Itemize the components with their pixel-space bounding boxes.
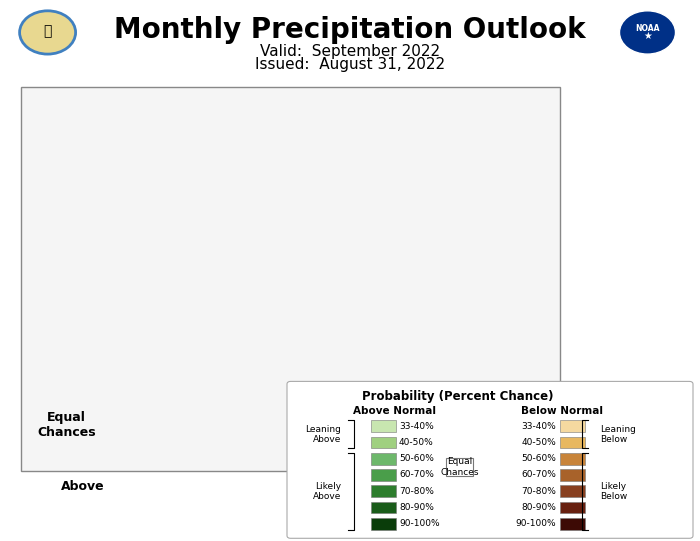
Text: 90-100%: 90-100% — [516, 519, 556, 528]
Text: 50-60%: 50-60% — [399, 454, 434, 463]
Bar — [560, 518, 584, 530]
Bar — [560, 420, 584, 432]
Bar — [21, 87, 560, 471]
Text: 90-100%: 90-100% — [399, 519, 440, 528]
Text: ★: ★ — [643, 31, 652, 41]
Text: 33-40%: 33-40% — [522, 422, 556, 431]
Text: 🏛: 🏛 — [43, 24, 52, 38]
Text: Leaning
Above: Leaning Above — [305, 425, 341, 444]
Text: Likely
Above: Likely Above — [312, 481, 341, 501]
Bar — [560, 469, 584, 481]
Text: 40-50%: 40-50% — [522, 438, 556, 447]
Bar — [371, 469, 395, 481]
Bar — [560, 502, 584, 513]
Text: 40-50%: 40-50% — [399, 438, 434, 447]
Bar — [371, 420, 395, 432]
Text: Monthly Precipitation Outlook: Monthly Precipitation Outlook — [114, 16, 586, 44]
Text: Probability (Percent Chance): Probability (Percent Chance) — [363, 390, 554, 403]
Bar — [371, 502, 395, 513]
Text: Below Normal: Below Normal — [521, 406, 603, 416]
Circle shape — [20, 11, 76, 54]
Text: 70-80%: 70-80% — [399, 487, 434, 496]
Bar — [446, 458, 473, 476]
Bar — [371, 485, 395, 497]
Bar — [371, 453, 395, 465]
Text: Above: Above — [61, 480, 104, 493]
Text: Likely
Below: Likely Below — [601, 481, 628, 501]
Text: 80-90%: 80-90% — [522, 503, 556, 512]
Text: Equal
Chances: Equal Chances — [37, 411, 96, 439]
Circle shape — [620, 11, 676, 54]
Text: 50-60%: 50-60% — [522, 454, 556, 463]
FancyBboxPatch shape — [287, 381, 693, 538]
Text: 60-70%: 60-70% — [399, 471, 434, 479]
Text: Issued:  August 31, 2022: Issued: August 31, 2022 — [255, 57, 445, 72]
Bar — [371, 437, 395, 448]
Bar — [371, 518, 395, 530]
Text: 70-80%: 70-80% — [522, 487, 556, 496]
Text: NOAA: NOAA — [636, 24, 659, 32]
Bar — [560, 437, 584, 448]
Text: Valid:  September 2022: Valid: September 2022 — [260, 44, 440, 59]
Text: Above Normal: Above Normal — [353, 406, 435, 416]
Bar — [560, 485, 584, 497]
Text: Leaning
Below: Leaning Below — [601, 425, 636, 444]
Text: 60-70%: 60-70% — [522, 471, 556, 479]
Bar — [560, 453, 584, 465]
Text: 80-90%: 80-90% — [399, 503, 434, 512]
Text: 33-40%: 33-40% — [399, 422, 434, 431]
Text: Equal
Chances: Equal Chances — [440, 457, 479, 477]
